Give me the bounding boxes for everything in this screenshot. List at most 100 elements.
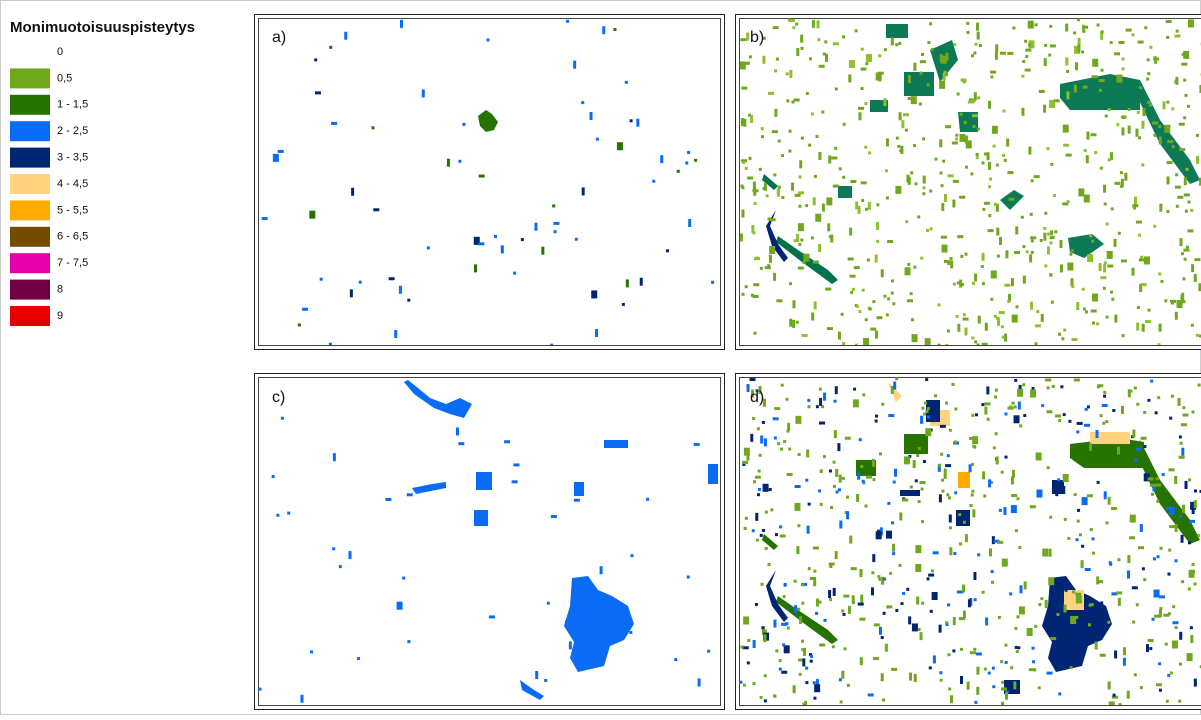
map-cell [741, 293, 744, 296]
map-cell [359, 281, 362, 284]
map-cell [1141, 121, 1144, 129]
map-cell [899, 112, 902, 120]
map-cell [1075, 593, 1081, 596]
map-cell [788, 150, 791, 153]
map-cell [1159, 607, 1162, 610]
map-cell [740, 233, 743, 241]
map-cell [805, 204, 808, 207]
map-cell [823, 393, 826, 401]
map-cell [1136, 221, 1142, 224]
map-cell [1122, 334, 1125, 337]
map-cell [887, 502, 890, 505]
map-cell [768, 217, 771, 220]
map-cell [982, 208, 985, 211]
map-cell [1065, 649, 1068, 652]
legend-label: 3 - 3,5 [57, 152, 88, 164]
map-cell [763, 634, 766, 642]
map-cell [922, 137, 925, 140]
map-cell [970, 504, 973, 507]
map-cell [625, 81, 628, 84]
map-cell [759, 168, 762, 171]
map-cell [899, 149, 902, 152]
map-cell [1065, 57, 1068, 65]
map-cell [988, 229, 994, 232]
map-cell [1063, 413, 1066, 416]
map-cell [852, 601, 855, 604]
map-cell [1128, 126, 1131, 134]
map-cell [1050, 637, 1056, 640]
map-cell [1081, 560, 1084, 568]
map-cell [1111, 507, 1117, 510]
map-cell [953, 552, 956, 555]
map-cell [879, 452, 882, 455]
map-cell [750, 434, 753, 442]
map-cell [1002, 336, 1005, 339]
map-cell [1004, 413, 1007, 416]
map-cell [407, 299, 410, 302]
map-cell [1131, 33, 1134, 36]
map-cell [775, 649, 778, 652]
map-cell [931, 569, 934, 572]
map-cell [630, 119, 633, 122]
map-cell [1169, 417, 1172, 420]
map-cell [854, 266, 860, 269]
map-cell [1077, 18, 1080, 21]
map-cell [987, 152, 990, 160]
map-cell [1063, 125, 1069, 133]
map-cell [1134, 386, 1137, 389]
map-cell [1032, 660, 1035, 663]
map-cell [926, 229, 929, 232]
map-cell [1166, 210, 1169, 213]
map-cell [918, 628, 921, 631]
map-cell [1040, 239, 1043, 242]
map-cell [1138, 234, 1141, 237]
map-cell [905, 267, 911, 275]
map-cell [407, 493, 413, 496]
map-cell [640, 278, 643, 286]
map-cell [918, 500, 921, 503]
map-cell [1183, 249, 1189, 252]
map-cell [994, 203, 997, 206]
map-cell [874, 623, 880, 626]
map-cell [1169, 468, 1175, 471]
map-cell [749, 55, 752, 58]
map-cell [920, 72, 923, 75]
map-cell [952, 383, 955, 386]
map-cell [923, 176, 926, 184]
map-cell [1129, 390, 1132, 393]
map-cell [1095, 642, 1098, 650]
map-cell [977, 32, 980, 40]
map-cell [1039, 90, 1045, 93]
map-cell [939, 625, 942, 633]
map-cell [945, 621, 948, 624]
map-cell [947, 603, 950, 606]
map-cell [1055, 414, 1061, 417]
map-cell [884, 295, 887, 298]
map-cell [1103, 391, 1106, 394]
map-cell [865, 505, 868, 508]
map-cell [803, 254, 809, 262]
map-cell [963, 313, 966, 316]
map-cell [801, 640, 804, 643]
map-cell [1028, 43, 1031, 46]
map-cell [927, 416, 930, 419]
map-cell [998, 616, 1001, 619]
map-cell [1017, 646, 1020, 649]
map-cell [784, 645, 790, 653]
map-cell [991, 570, 994, 573]
map-cell [838, 332, 841, 340]
map-cell [846, 511, 849, 519]
map-cell [878, 578, 881, 581]
map-cell [1134, 459, 1137, 462]
map-cell [1188, 478, 1191, 481]
map-cell [893, 481, 896, 484]
map-cell [997, 255, 1000, 258]
map-cell [812, 20, 815, 28]
map-cell [394, 330, 397, 338]
map-cell [992, 685, 995, 688]
map-cell [1182, 505, 1185, 513]
map-cell [1181, 448, 1184, 456]
map-cell [972, 509, 975, 517]
map-cell [1082, 497, 1088, 505]
map-cell [905, 220, 908, 223]
